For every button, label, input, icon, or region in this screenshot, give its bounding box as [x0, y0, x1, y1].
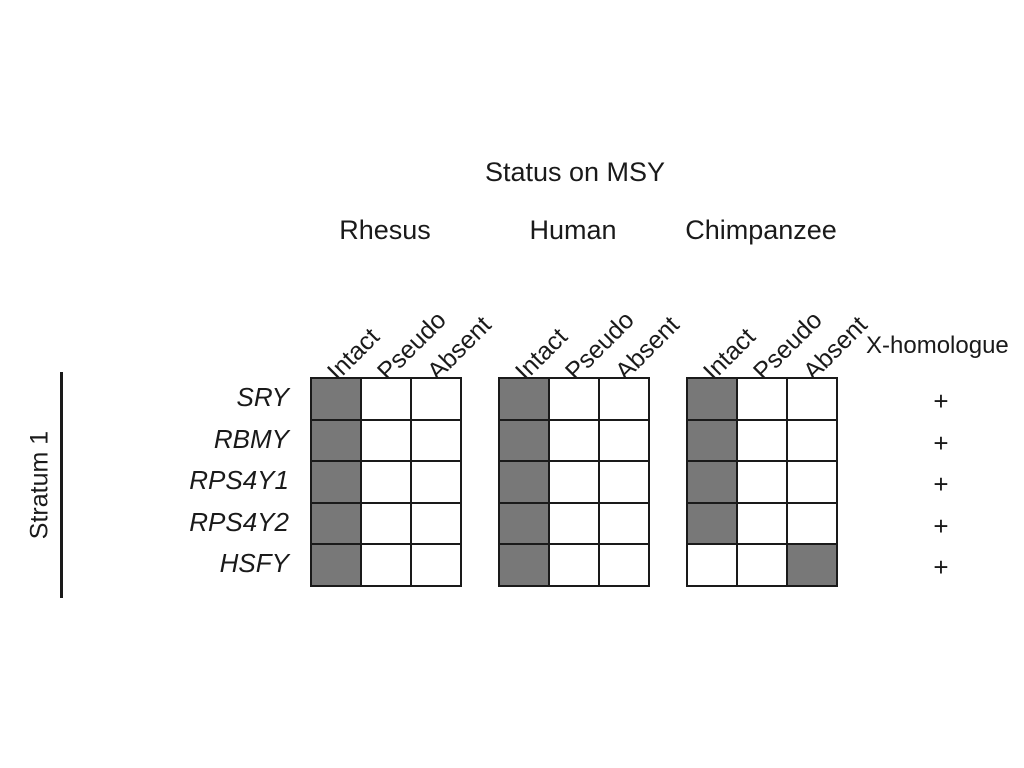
status-cell [737, 419, 787, 462]
gene-label: RPS4Y1 [189, 465, 289, 496]
status-cell [737, 544, 787, 586]
status-cell [411, 544, 461, 586]
gene-label: RBMY [213, 423, 289, 454]
status-cell [311, 544, 361, 586]
status-cell [737, 461, 787, 503]
status-cell [549, 378, 599, 420]
status-cell [499, 461, 549, 503]
status-cell [687, 419, 737, 462]
status-cell [411, 461, 461, 503]
status-cell [361, 419, 411, 462]
gene-label: SRY [236, 382, 290, 412]
status-cell [361, 544, 411, 586]
status-cell [599, 544, 649, 586]
stratum-bracket [60, 372, 63, 598]
status-cell [499, 419, 549, 462]
status-cell [787, 378, 837, 420]
status-cell [687, 544, 737, 586]
status-cell [549, 544, 599, 586]
status-grid-human [498, 377, 650, 587]
status-cell [499, 544, 549, 586]
x-homologue-value: + [933, 469, 949, 500]
status-cell [737, 378, 787, 420]
species-header-human: Human [529, 215, 617, 245]
x-homologue-value: + [933, 510, 949, 541]
status-cell [599, 502, 649, 545]
gene-label: RPS4Y2 [189, 506, 289, 537]
status-cell [311, 461, 361, 503]
x-homologue-value: + [933, 386, 949, 416]
status-cell [411, 419, 461, 462]
status-cell [787, 544, 837, 586]
status-cell [499, 502, 549, 545]
status-cell [311, 419, 361, 462]
status-cell [599, 378, 649, 420]
status-cell [687, 378, 737, 420]
status-cell [787, 502, 837, 545]
status-cell [787, 419, 837, 462]
figure-title: Status on MSY [484, 157, 666, 187]
status-cell [361, 378, 411, 420]
gene-label: HSFY [219, 548, 289, 579]
status-grid-chimpanzee [686, 377, 838, 587]
status-cell [599, 419, 649, 462]
status-cell [787, 461, 837, 503]
status-cell [687, 502, 737, 545]
x-homologue-value: + [933, 552, 949, 583]
status-cell [361, 461, 411, 503]
status-cell [599, 461, 649, 503]
status-cell [687, 461, 737, 503]
x-homologue-value: + [933, 427, 949, 458]
status-cell [361, 502, 411, 545]
x-homologue-header: X-homologue [866, 332, 1009, 359]
status-cell [411, 502, 461, 545]
status-cell [411, 378, 461, 420]
species-header-chimpanzee: Chimpanzee [685, 215, 837, 245]
status-cell [737, 502, 787, 545]
status-cell [549, 419, 599, 462]
status-cell [311, 502, 361, 545]
status-cell [549, 502, 599, 545]
stratum-label: Stratum 1 [25, 430, 54, 540]
status-grid-rhesus [310, 377, 462, 587]
status-cell [311, 378, 361, 420]
status-cell [549, 461, 599, 503]
status-cell [499, 378, 549, 420]
species-header-rhesus: Rhesus [339, 215, 431, 245]
